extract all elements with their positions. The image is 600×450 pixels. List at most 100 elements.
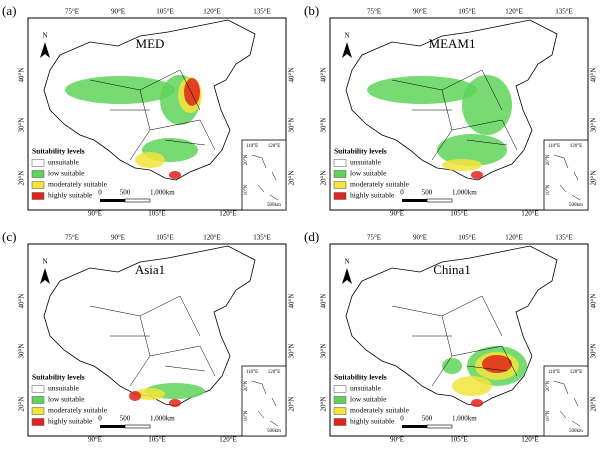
province-border [431, 129, 453, 161]
inset-longitude: 110°E [548, 144, 560, 149]
panel: (c) Asia1 75°E 90°E 105°E 120°E 135°E 90°E 105°E… [2, 229, 296, 444]
top-longitude: 105°E [458, 234, 476, 242]
legend-swatch [31, 396, 45, 404]
bottom-longitude: 105°E [450, 210, 468, 218]
inset-latitude: 10°N [546, 410, 551, 421]
top-longitude: 120°E [505, 8, 523, 16]
right-latitude: 30°N [288, 344, 296, 359]
legend-swatch [31, 192, 45, 200]
legend-label: low suitable [350, 395, 387, 404]
panel: (b) MEAM1 75°E 90°E 105°E 120°E 135°E 90°E 105°E… [304, 3, 598, 218]
left-latitude: 40°N [320, 294, 328, 309]
right-latitude: 30°N [590, 118, 598, 133]
scale-label: 0 [400, 415, 404, 423]
left-latitude: 20°N [320, 171, 328, 186]
inset-coast [553, 380, 581, 427]
scale-bar-a [100, 199, 125, 202]
inset-longitude: 120°E [268, 144, 281, 149]
panel: (a) MED 75°E 90°E 105°E 120°E 135°E 90°E 105°E 12… [2, 3, 296, 218]
legend-swatch [333, 407, 347, 415]
legend-label: moderately suitable [350, 406, 410, 415]
legend-swatch [31, 418, 45, 426]
bottom-longitude: 105°E [148, 210, 166, 218]
left-latitude: 40°N [320, 68, 328, 83]
left-latitude: 30°N [320, 344, 328, 359]
legend-swatch [333, 192, 347, 200]
legend-swatch [31, 385, 45, 393]
scale-bar-b [426, 198, 453, 203]
left-latitude: 30°N [18, 118, 26, 133]
legend-label: moderately suitable [48, 406, 108, 415]
bottom-longitude: 90°E [390, 210, 404, 218]
inset-coast [251, 154, 279, 201]
legend-label: low suitable [48, 169, 85, 178]
province-border [164, 365, 206, 372]
legend-title: Suitability levels [32, 147, 85, 156]
suitability-area [442, 159, 482, 171]
province-border [501, 119, 518, 151]
legend-title: Suitability levels [334, 373, 387, 382]
inset-latitude: 10°N [244, 184, 249, 195]
legend-swatch [31, 407, 45, 415]
top-longitude: 135°E [555, 234, 573, 242]
top-longitude: 135°E [253, 234, 271, 242]
scale-label: 500 [422, 415, 433, 423]
right-latitude: 30°N [590, 344, 598, 359]
panel-label: (a) [2, 3, 16, 18]
bottom-longitude: 120°E [219, 436, 237, 444]
province-border [129, 129, 151, 161]
top-longitude: 90°E [413, 8, 427, 16]
north-label: N [344, 32, 349, 40]
right-latitude: 20°N [288, 397, 296, 412]
inset-longitude: 110°E [548, 370, 560, 375]
inset-latitude: 20°N [546, 154, 551, 165]
top-longitude: 75°E [65, 8, 79, 16]
scale-bar-a [402, 425, 427, 428]
bottom-longitude: 120°E [521, 436, 539, 444]
right-latitude: 20°N [590, 397, 598, 412]
province-border [199, 119, 216, 151]
legend-title: Suitability levels [32, 373, 85, 382]
north-label: N [42, 32, 47, 40]
left-latitude: 40°N [18, 294, 26, 309]
right-latitude: 20°N [288, 171, 296, 186]
scale-label: 500 [120, 189, 131, 197]
left-latitude: 20°N [320, 397, 328, 412]
province-border [466, 365, 508, 372]
inset-frame [543, 139, 589, 211]
legend-swatch [333, 385, 347, 393]
top-longitude: 90°E [111, 234, 125, 242]
north-arrow [342, 268, 352, 284]
top-longitude: 120°E [505, 234, 523, 242]
suitability-area [471, 171, 483, 179]
legend-title: Suitability levels [334, 147, 387, 156]
left-latitude: 20°N [18, 397, 26, 412]
bottom-longitude: 120°E [521, 210, 539, 218]
inset-coast [251, 380, 279, 427]
scale-label: 1,000km [150, 415, 175, 423]
top-longitude: 135°E [555, 8, 573, 16]
legend-swatch [333, 396, 347, 404]
suitability-area [65, 76, 175, 104]
scale-label: 1,000km [452, 415, 477, 423]
legend-label: moderately suitable [350, 180, 410, 189]
inset-longitude: 120°E [570, 370, 583, 375]
north-label: N [42, 258, 47, 266]
inset-longitude: 110°E [246, 144, 258, 149]
legend-swatch [31, 159, 45, 167]
inset-coast [553, 154, 581, 201]
suitability-area [437, 134, 507, 166]
legend-swatch [333, 170, 347, 178]
map-title: China1 [433, 262, 471, 277]
map-title: Asia1 [135, 262, 165, 277]
inset-latitude: 20°N [244, 154, 249, 165]
legend-swatch [31, 181, 45, 189]
province-border [179, 295, 201, 337]
panel-label: (d) [304, 229, 319, 244]
suitability-area [452, 376, 492, 396]
inset-frame [241, 139, 287, 211]
inset-longitude: 120°E [268, 370, 281, 375]
province-border [164, 139, 206, 146]
